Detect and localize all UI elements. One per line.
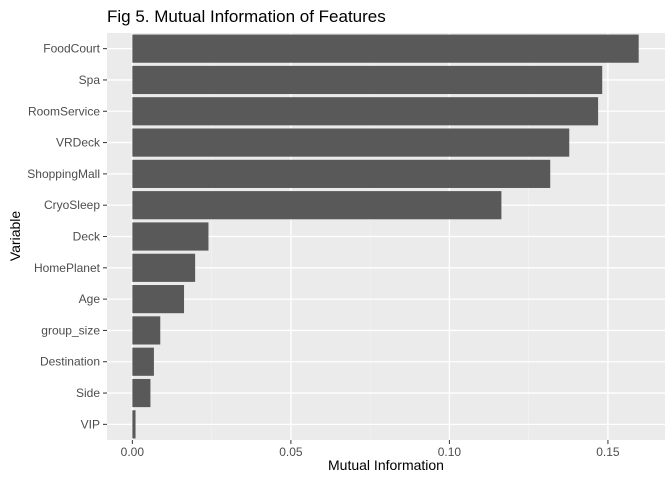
y-tick-label: Age [79, 292, 101, 306]
bar-foodcourt [132, 34, 639, 63]
bar-vrdeck [132, 128, 570, 157]
bar-deck [132, 222, 209, 251]
y-tick-label: RoomService [28, 104, 100, 118]
x-tick-label: 0.15 [596, 445, 620, 459]
y-axis: FoodCourt Spa RoomService VRDeck ShoppingMal… [27, 42, 107, 431]
x-tick-label: 0.00 [121, 445, 145, 459]
bar-destination [132, 347, 154, 376]
y-tick-label: VIP [81, 417, 100, 431]
bars-group [132, 34, 639, 439]
y-tick-label: Deck [73, 230, 101, 244]
y-tick-label: Destination [40, 355, 100, 369]
x-tick-label: 0.10 [438, 445, 462, 459]
y-tick-label: VRDeck [56, 136, 101, 150]
y-tick-label: CryoSleep [44, 198, 100, 212]
x-axis: 0.00 0.05 0.10 0.15 [121, 440, 620, 459]
y-tick-label: group_size [41, 323, 100, 337]
x-axis-label: Mutual Information [328, 457, 444, 473]
bar-vip [132, 410, 136, 439]
y-tick-label: Spa [79, 73, 101, 87]
bar-shoppingmall [132, 159, 551, 188]
bar-group-size [132, 316, 161, 345]
bar-spa [132, 65, 603, 95]
x-tick-label: 0.05 [279, 445, 303, 459]
bar-age [132, 285, 185, 314]
y-tick-label: ShoppingMall [27, 167, 100, 181]
bar-roomservice [132, 97, 599, 126]
y-tick-label: FoodCourt [43, 42, 100, 56]
y-axis-label: Variable [7, 211, 23, 262]
bar-homeplanet [132, 253, 196, 282]
bar-cryosleep [132, 191, 502, 220]
bar-side [132, 378, 151, 408]
chart-title: Fig 5. Mutual Information of Features [107, 7, 386, 26]
y-tick-label: Side [76, 386, 100, 400]
y-tick-label: HomePlanet [34, 261, 101, 275]
